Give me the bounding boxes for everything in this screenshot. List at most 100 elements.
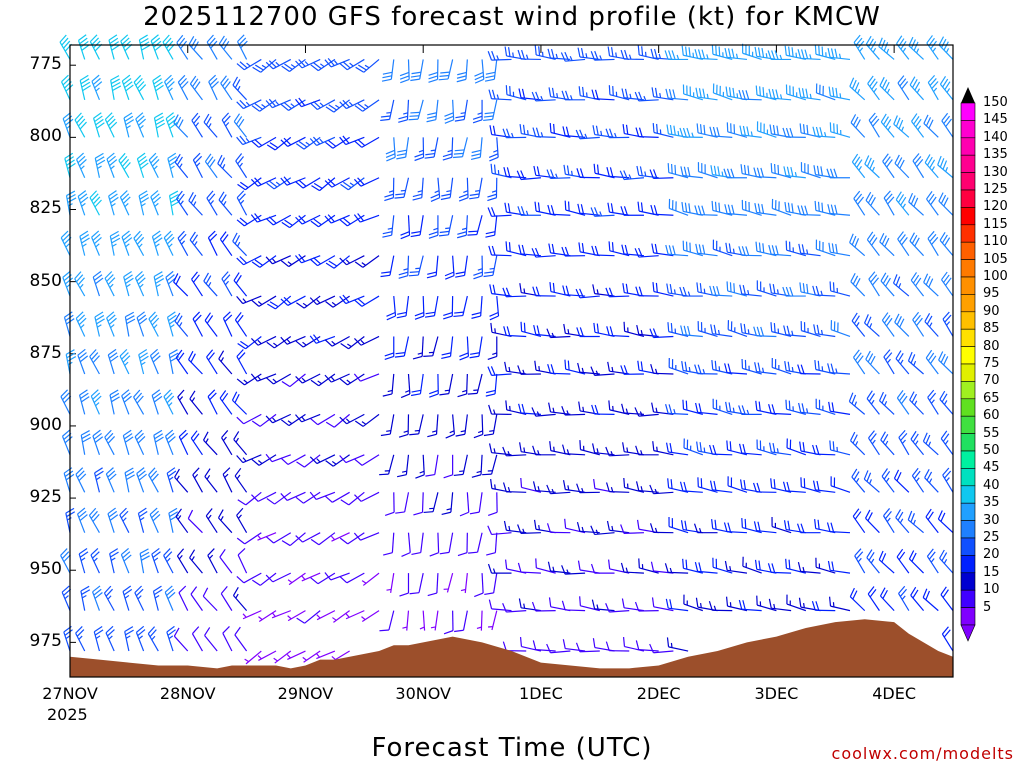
wind-barb [783,166,806,179]
wind-barb [473,414,484,439]
wind-barb [295,491,321,504]
wind-barb [91,74,103,101]
wind-barb [893,115,910,138]
wind-barb [453,295,468,318]
wind-barb [768,404,792,415]
wind-barb [410,373,424,397]
wind-barb [133,230,145,256]
wind-barb [708,601,733,612]
colorbar-label: 35 [983,495,1000,511]
wind-barb [136,152,149,178]
wind-barb [258,610,277,623]
wind-barb [865,35,880,60]
wind-barb [516,170,541,181]
wind-barb [280,295,306,306]
wind-barb [233,113,248,138]
wind-barb [188,192,203,216]
wind-barb [634,91,659,102]
wind-barb [694,49,718,61]
wind-barb [798,87,821,101]
wind-barb [786,438,807,456]
wind-barb [177,74,189,101]
wind-barb [665,442,689,456]
wind-barb [709,480,733,493]
wind-barb [815,239,836,257]
wind-barb [517,365,541,375]
wind-barb [938,192,954,216]
wind-barb [192,467,203,493]
wind-barb [651,243,674,257]
wind-barb [590,366,615,376]
wind-barb [332,610,350,623]
wind-barb [785,240,806,257]
wind-barb [813,324,836,338]
wind-barb [782,481,806,493]
colorbar-swatch [960,572,976,591]
wind-barb [266,532,292,544]
wind-barb [244,650,262,665]
wind-barb [564,359,586,375]
wind-barb [504,46,527,61]
wind-barb [122,429,134,455]
wind-barb [219,390,233,415]
wind-barb [441,492,454,516]
wind-barb [381,59,395,82]
wind-barb [897,231,910,257]
wind-barb [442,137,454,161]
wind-barb [649,328,674,339]
wind-barb [76,507,88,533]
wind-barb [652,441,674,456]
wind-barb [742,556,762,574]
wind-barb [79,230,90,256]
wind-barb [849,233,866,257]
wind-barb [191,112,203,138]
wind-barb [191,271,203,297]
colorbar-swatch [960,259,976,278]
wind-barb [339,255,365,266]
wind-barb [608,241,630,257]
terrain-surface [70,619,953,677]
wind-barb [937,510,954,534]
wind-barb [579,596,600,612]
wind-barb [384,177,395,202]
wind-barb [266,491,292,505]
colorbar-label: 5 [983,599,992,615]
colorbar-label: 30 [983,512,1000,528]
year-label: 2025 [47,705,88,724]
wind-barb [487,177,498,202]
wind-barb [850,272,866,297]
wind-barb [150,190,162,216]
wind-barb [89,349,100,375]
wind-barb [353,177,380,187]
wind-barb [941,271,954,297]
wind-barb [635,640,659,652]
wind-barb [94,467,104,493]
wind-barb [147,626,159,652]
wind-barb [236,135,262,146]
colorbar-swatch [960,154,976,173]
wind-barb [295,58,321,69]
wind-barb [484,573,498,596]
wind-barb [445,414,455,439]
wind-barb [812,285,836,297]
wind-barb [911,113,925,138]
wind-barb [361,610,380,623]
wind-barb [829,122,851,138]
wind-barb [222,626,233,652]
credit-link[interactable]: coolwx.com/modelts [831,744,1014,763]
wind-barb [941,626,954,652]
wind-barb [119,507,130,533]
wind-barb [741,518,762,534]
wind-barb [547,204,571,216]
y-tick-label: 900 [29,414,62,435]
colorbar-swatch [960,328,976,347]
wind-barb [592,125,615,138]
wind-barb [813,165,836,179]
wind-barb [488,137,499,162]
wind-barb [380,255,395,278]
wind-barb [636,324,659,338]
wind-barb [399,59,410,84]
wind-barb [606,326,630,338]
wind-barb [91,230,102,256]
